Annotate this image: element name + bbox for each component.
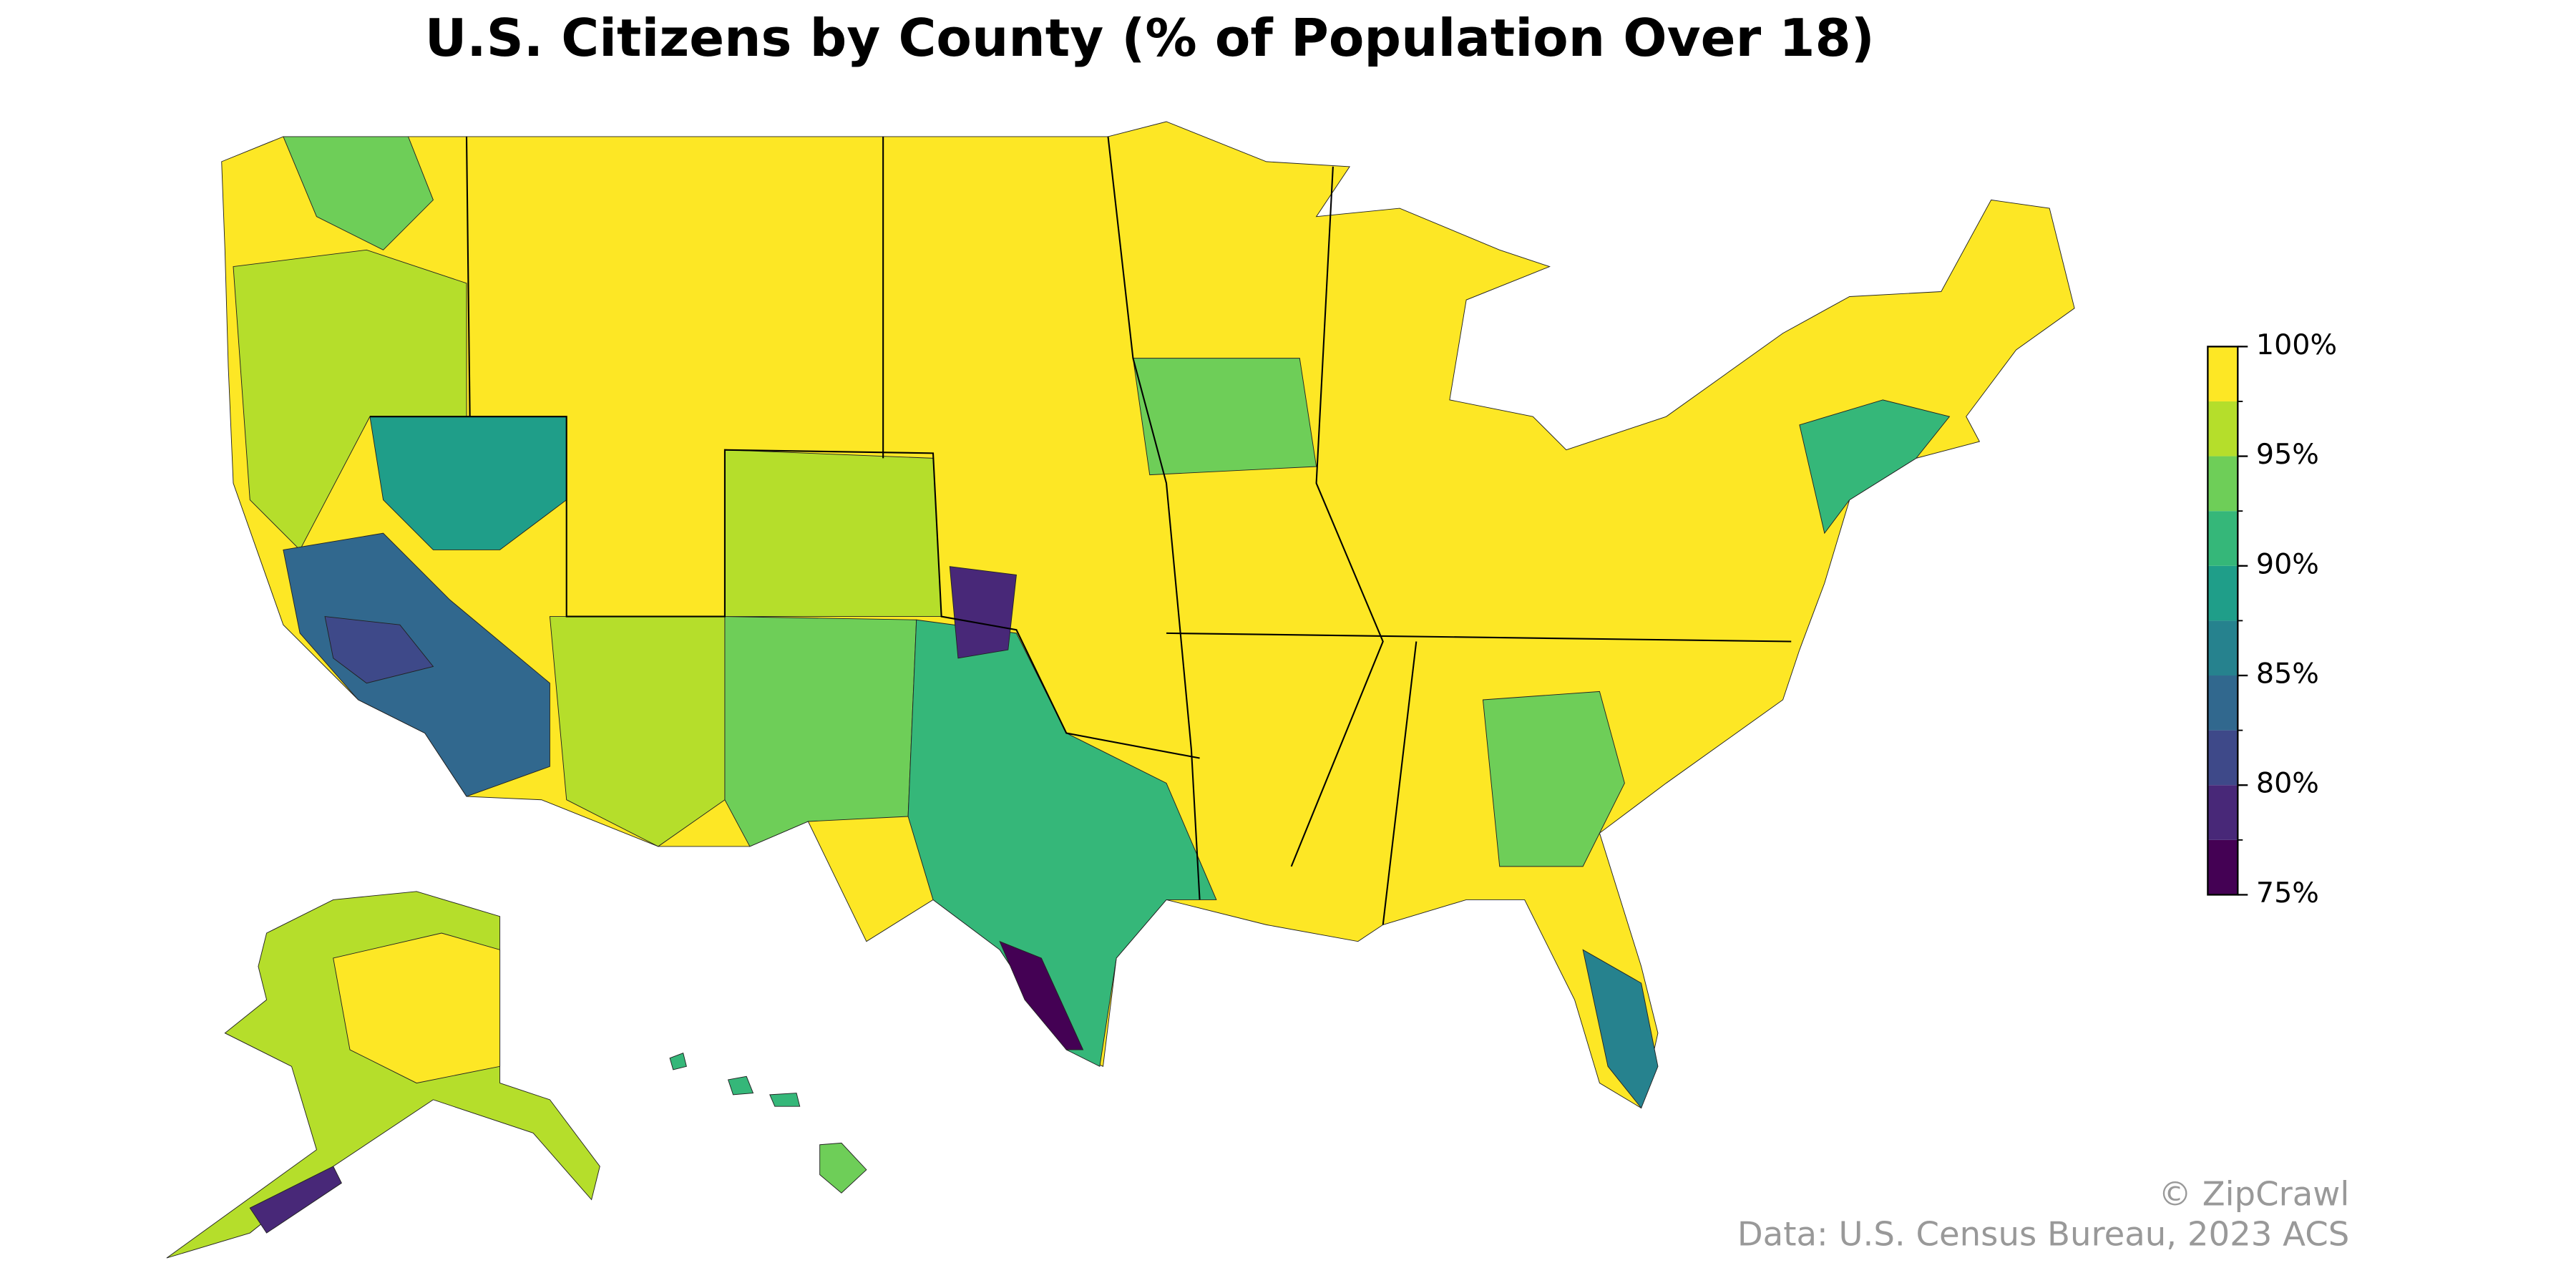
colorbar-bin xyxy=(2207,785,2238,840)
hawaii-1 xyxy=(669,1053,687,1070)
state-border xyxy=(1166,632,1792,643)
region-south-texas xyxy=(999,940,1084,1050)
colorbar-bin xyxy=(2207,401,2238,457)
hawaii-3 xyxy=(769,1093,801,1107)
colorbar-bin xyxy=(2207,839,2238,895)
colorbar-tick-label: 100% xyxy=(2256,328,2337,361)
colorbar-tick-label: 80% xyxy=(2256,767,2319,800)
state-border xyxy=(1290,166,1384,867)
colorbar-frame xyxy=(2207,346,2239,896)
state-border xyxy=(465,136,471,417)
source: Data: U.S. Census Bureau, 2023 ACS xyxy=(1737,1214,2349,1253)
colorbar-bin xyxy=(2207,620,2238,676)
colorbar-bin xyxy=(2207,511,2238,566)
map xyxy=(166,121,2075,1259)
state-border xyxy=(1382,641,1418,925)
region-georgia xyxy=(1482,691,1625,867)
region-iowa xyxy=(1132,358,1317,476)
state-border xyxy=(369,416,1200,759)
map-title: U.S. Citizens by County (% of Population… xyxy=(425,9,1875,69)
credit: © ZipCrawl xyxy=(2158,1174,2349,1213)
colorbar-bin xyxy=(2207,565,2238,621)
region-texas-panhandle xyxy=(949,566,1017,659)
region-socal xyxy=(324,616,434,684)
colorbar-tick-label: 75% xyxy=(2256,877,2319,909)
colorbar-tick-label: 90% xyxy=(2256,547,2319,580)
region-northwest xyxy=(283,136,434,250)
colorbar-bin xyxy=(2207,456,2238,512)
alaska-interior xyxy=(333,932,501,1084)
colorbar-bin xyxy=(2207,346,2238,401)
alaska-aleutians xyxy=(249,1166,342,1234)
hawaii-4 xyxy=(819,1142,867,1194)
region-new-mexico xyxy=(724,616,917,847)
region-northeast xyxy=(1799,399,1951,535)
hawaii-2 xyxy=(727,1075,754,1096)
state-border xyxy=(1107,136,1201,900)
region-florida xyxy=(1582,949,1659,1109)
colorbar: 75% 80% 85% 90% 95% 100% xyxy=(2207,328,2337,909)
colorbar-tick-label: 95% xyxy=(2256,438,2319,471)
region-colorado xyxy=(724,449,942,618)
colorbar-bin xyxy=(2207,730,2238,786)
colorbar-bin xyxy=(2207,675,2238,731)
colorbar-tick-label: 85% xyxy=(2256,658,2319,691)
